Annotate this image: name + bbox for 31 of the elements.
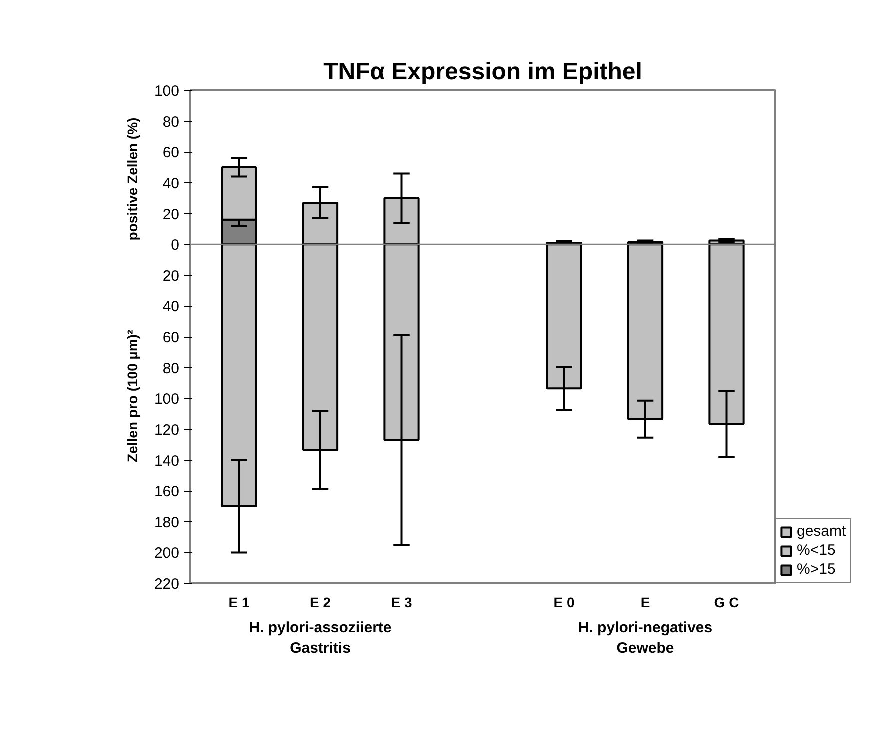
text: Zellen pro (100 µm)² [124,330,140,462]
y-tick-label: 180 [154,514,180,532]
x-tick-label: G C [714,594,740,610]
x-tick-label: E [640,594,650,610]
x-tick-label: E 2 [310,594,332,610]
y-tick-label: 220 [154,576,180,593]
chart-title: TNFα Expression im Epithel [324,58,642,86]
y-tick-label: 100 [154,391,180,408]
y-tick-label: 40 [162,175,180,192]
x-tick-label: E 0 [554,594,575,610]
y-tick-label: 140 [154,452,180,470]
y-axis-title: positive Zellen (%) [124,118,140,241]
text: H. pylori-assoziierte Gastritis [249,620,392,657]
y-tick-label: 80 [162,360,180,378]
x-tick-label: E 1 [228,594,250,610]
y-tick-label: 60 [162,330,180,346]
legend-label: gesamt [797,523,846,540]
y-tick-label: 20 [162,206,180,224]
y-tick-label: 0 [171,237,180,254]
legend-label: %>15 [797,561,836,578]
y-tick-label: 20 [162,268,180,285]
x-tick-label: E 3 [391,594,412,610]
y-tick-label: 60 [162,144,180,162]
text: H. pylori-negatives Gewebe [578,620,713,657]
legend-label: %<15 [797,542,836,559]
y-tick-label: 80 [162,114,180,131]
y-tick-label: 160 [154,484,180,501]
y-tick-label: 200 [154,545,180,562]
y-tick-label: 40 [162,298,180,316]
y-tick-label: 100 [154,83,180,100]
y-tick-label: 120 [154,422,180,439]
